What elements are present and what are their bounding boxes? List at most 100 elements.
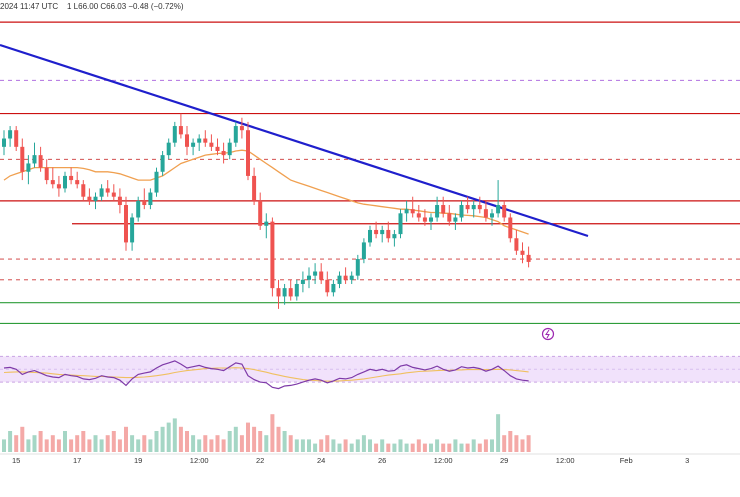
x-tick-label: 12:00 [434, 456, 453, 465]
volume-bar [215, 435, 220, 452]
candle [185, 134, 189, 147]
candle [14, 130, 19, 147]
volume-bar [508, 431, 513, 452]
volume-bar [514, 435, 519, 452]
rsi-ma-line [3, 367, 529, 382]
candle [69, 175, 74, 181]
volume-bar [429, 443, 433, 452]
candle [282, 288, 287, 297]
candle [209, 142, 214, 147]
candle [435, 205, 440, 218]
volume-bar [227, 431, 232, 452]
candle [502, 205, 507, 218]
candle [471, 205, 476, 210]
candle [87, 196, 92, 201]
candle [44, 167, 49, 181]
candle [75, 180, 80, 185]
volume-bar [117, 439, 122, 452]
volume-bar [361, 435, 366, 452]
volume-bar [221, 439, 226, 452]
candle [307, 275, 311, 280]
volume-bar [111, 431, 116, 452]
volume-bar [136, 439, 141, 452]
volume-bar [185, 431, 189, 452]
volume-bar [93, 435, 98, 452]
volume-bar [87, 439, 92, 452]
candle [105, 188, 110, 193]
volume-bar [520, 439, 525, 452]
volume-bar [124, 426, 128, 452]
volume-bar [258, 431, 263, 452]
x-tick-label: 12:00 [556, 456, 575, 465]
candle [404, 209, 409, 214]
candle [386, 229, 391, 239]
x-tick-label: 12:00 [190, 456, 209, 465]
volume-bar [471, 439, 476, 452]
volume-bar [386, 443, 391, 452]
candle [50, 180, 55, 185]
volume-bar [477, 443, 482, 452]
volume-bar [502, 435, 507, 452]
volume-bar [264, 435, 269, 452]
candle [239, 126, 244, 131]
x-tick-label: 17 [73, 456, 81, 465]
candle [477, 205, 482, 210]
volume-bar [8, 431, 13, 452]
candle [380, 229, 385, 235]
volume-bar [526, 435, 531, 452]
volume-bar [130, 435, 135, 452]
candle [508, 217, 513, 239]
x-tick-label: 19 [134, 456, 142, 465]
candle [361, 242, 366, 260]
volume-bar [459, 443, 464, 452]
candle [258, 200, 263, 226]
volume-bar [50, 435, 55, 452]
volume-bar [300, 439, 305, 452]
volume-bar [294, 439, 299, 452]
candle [270, 221, 275, 289]
candle [154, 171, 159, 193]
alert-bolt-icon [545, 329, 550, 339]
candle [441, 205, 446, 214]
volume-bar [2, 439, 6, 452]
volume-bar [191, 435, 196, 452]
candle [221, 150, 226, 156]
candle [148, 192, 153, 206]
volume-bar [252, 426, 257, 452]
volume-bar [63, 431, 67, 452]
candle [215, 146, 220, 151]
candle [130, 217, 135, 243]
volume-bar [20, 426, 25, 452]
candle [117, 196, 122, 206]
candle [490, 213, 494, 218]
candle [300, 279, 305, 284]
volume-bar [142, 435, 147, 452]
candle [227, 142, 232, 156]
candle [514, 238, 519, 251]
x-tick-label: 26 [378, 456, 386, 465]
candle [203, 138, 208, 143]
volume-bar [337, 443, 342, 452]
candle [26, 163, 31, 172]
candle [32, 155, 37, 164]
volume-bar [154, 431, 159, 452]
candle [526, 254, 531, 262]
candle [392, 234, 397, 239]
volume-bar [483, 439, 488, 452]
candle [483, 209, 488, 218]
volume-bar [105, 435, 110, 452]
candle [349, 275, 354, 280]
candle [191, 142, 196, 147]
x-tick-label: 29 [500, 456, 508, 465]
volume-bar [374, 443, 379, 452]
candle [459, 205, 464, 218]
volume-bar [197, 439, 202, 452]
candle [398, 213, 403, 235]
volume-bar [307, 439, 311, 452]
volume-bar [441, 443, 446, 452]
candle [313, 271, 318, 276]
header-ohlc: 1 L66.00 C66.03 −0.48 (−0.72%) [67, 2, 184, 11]
volume-bar [422, 443, 427, 452]
volume-bar [416, 439, 421, 452]
rsi-line [3, 360, 529, 390]
